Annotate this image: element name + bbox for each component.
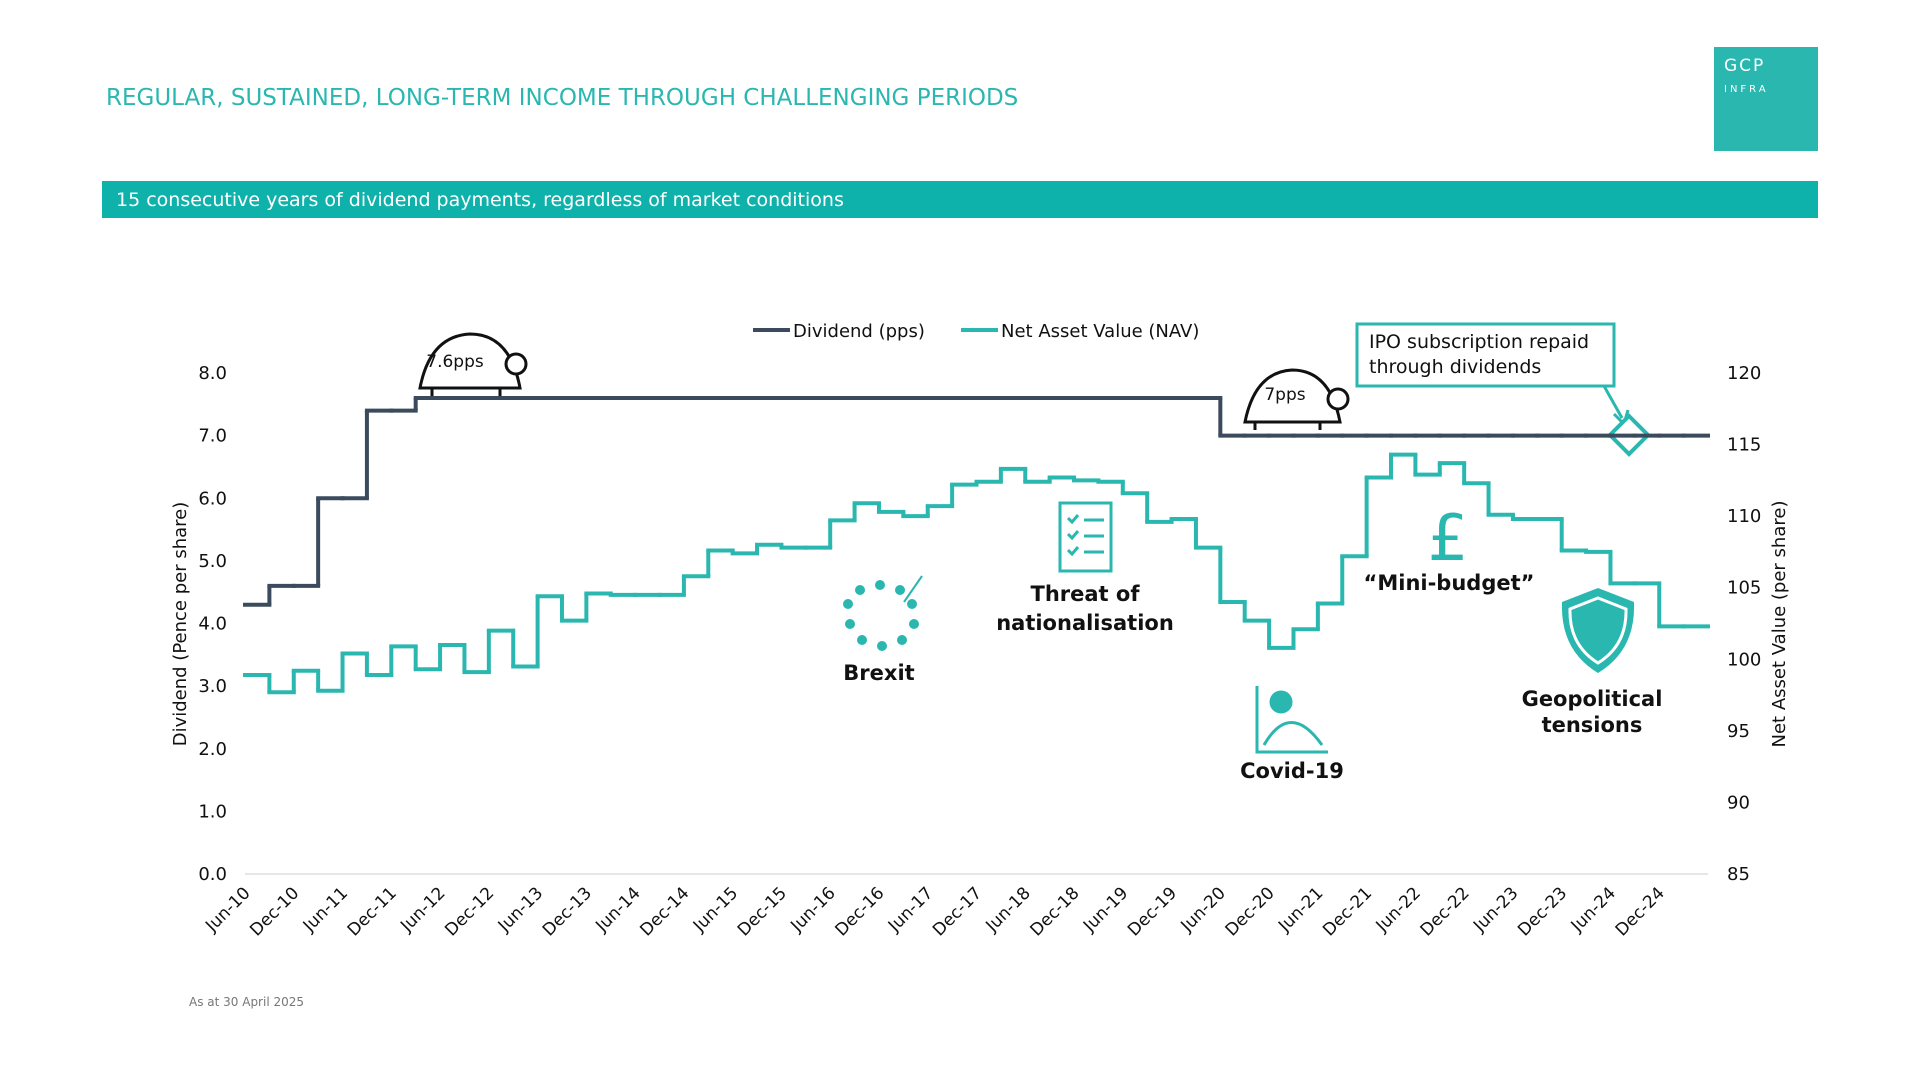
annotation: Brexit <box>843 661 915 685</box>
turtle-icon <box>418 332 528 396</box>
legend-label: Dividend (pps) <box>793 321 925 342</box>
x-tick-label: Jun-10 <box>201 883 254 936</box>
y-tick-label: 0.0 <box>198 864 227 885</box>
x-tick-label: Dec-13 <box>539 883 596 940</box>
shield-icon <box>1561 588 1635 673</box>
x-tick-label: Jun-18 <box>982 883 1035 936</box>
y2-tick-label: 95 <box>1727 721 1750 742</box>
x-tick-label: Jun-15 <box>689 883 742 936</box>
turtle-icon <box>1243 368 1350 430</box>
y2-tick-label: 100 <box>1727 649 1761 670</box>
checklist-icon <box>1058 501 1113 573</box>
y2-tick-label: 90 <box>1727 792 1750 813</box>
y-tick-label: 1.0 <box>198 801 227 822</box>
x-tick-label: Dec-17 <box>929 883 986 940</box>
y-tick-label: 7.0 <box>198 426 227 447</box>
x-tick-label: Dec-21 <box>1319 883 1376 940</box>
annotation: Threat of nationalisation <box>985 580 1185 638</box>
annotation: Geopolitical tensions <box>1492 686 1692 738</box>
x-tick-label: Dec-24 <box>1612 883 1669 940</box>
x-tick-label: Dec-12 <box>441 883 498 940</box>
annotation: Covid-19 <box>1240 759 1344 783</box>
title: REGULAR, SUSTAINED, LONG-TERM INCOME THR… <box>106 85 1018 111</box>
legend-label: Net Asset Value (NAV) <box>1001 321 1199 342</box>
x-tick-label: Jun-23 <box>1469 883 1522 936</box>
x-tick-label: Jun-11 <box>299 883 352 936</box>
x-tick-label: Dec-19 <box>1124 883 1181 940</box>
annotation-text: Geopolitical tensions <box>1521 687 1663 737</box>
banner <box>102 181 1818 218</box>
callout-arrow <box>1602 385 1624 419</box>
y2-axis-label: Net Asset Value (per share) <box>1769 501 1790 748</box>
x-tick-label: Jun-12 <box>396 883 449 936</box>
logo-box <box>1714 47 1818 151</box>
x-tick-label: Jun-17 <box>884 883 937 936</box>
x-tick-label: Dec-16 <box>831 883 888 940</box>
y-tick-label: 5.0 <box>198 551 227 572</box>
logo-subtext: INFRA <box>1724 84 1769 95</box>
x-tick-label: Dec-23 <box>1514 883 1571 940</box>
pound-icon: £ <box>1428 502 1469 576</box>
y-tick-label: 2.0 <box>198 739 227 760</box>
y2-tick-label: 85 <box>1727 864 1750 885</box>
x-tick-label: Dec-22 <box>1417 883 1474 940</box>
x-tick-label: Jun-16 <box>786 883 839 936</box>
annotation: 7pps <box>1264 385 1306 405</box>
y2-tick-label: 110 <box>1727 506 1761 527</box>
y-tick-label: 6.0 <box>198 488 227 509</box>
x-tick-label: Jun-24 <box>1567 883 1620 936</box>
x-tick-label: Dec-15 <box>734 883 791 940</box>
logo-text: GCP <box>1724 56 1765 76</box>
y-tick-label: 8.0 <box>198 363 227 384</box>
y2-tick-label: 115 <box>1727 435 1761 456</box>
footnote: As at 30 April 2025 <box>189 995 304 1009</box>
x-tick-label: Jun-20 <box>1177 883 1230 936</box>
y-axis-label: Dividend (Pence per share) <box>170 502 191 747</box>
x-tick-label: Dec-20 <box>1222 883 1279 940</box>
x-tick-label: Jun-22 <box>1372 883 1425 936</box>
x-tick-label: Dec-18 <box>1027 883 1084 940</box>
callout-box <box>1355 322 1616 388</box>
y2-tick-label: 120 <box>1727 363 1761 384</box>
banner-text: 15 consecutive years of dividend payment… <box>116 189 844 211</box>
annotation: IPO subscription repaid through dividend… <box>1369 331 1590 378</box>
y-tick-label: 4.0 <box>198 614 227 635</box>
x-tick-label: Jun-14 <box>591 883 644 936</box>
eu-stars-icon <box>843 575 923 651</box>
annotation: 7.6pps <box>426 352 484 372</box>
y-tick-label: 3.0 <box>198 676 227 697</box>
x-tick-label: Dec-10 <box>246 883 303 940</box>
x-tick-label: Jun-13 <box>494 883 547 936</box>
x-tick-label: Dec-11 <box>344 883 401 940</box>
x-tick-label: Jun-19 <box>1079 883 1132 936</box>
x-tick-label: Dec-14 <box>636 883 693 940</box>
covid-icon <box>1255 686 1328 754</box>
annotation-text: Threat of nationalisation <box>996 582 1174 635</box>
annotation: “Mini-budget” <box>1363 571 1535 595</box>
y2-tick-label: 105 <box>1727 578 1761 599</box>
x-tick-label: Jun-21 <box>1274 883 1327 936</box>
